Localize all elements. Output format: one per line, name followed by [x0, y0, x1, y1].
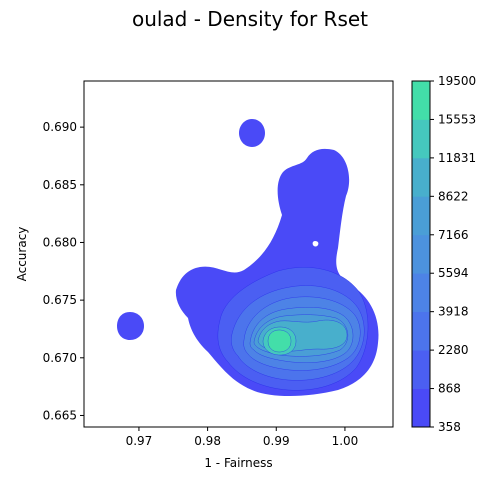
y-tick-label: 0.680 — [43, 235, 77, 249]
colorbar-tick-label: 3918 — [438, 305, 469, 319]
y-tick-label: 0.675 — [43, 293, 77, 307]
y-axis-label: Accuracy — [15, 227, 29, 282]
colorbar-tick-label: 5594 — [438, 266, 469, 280]
colorbar-segment — [412, 234, 430, 274]
x-tick-label: 0.98 — [194, 434, 221, 448]
density-contours — [117, 119, 379, 396]
colorbar-segment — [412, 388, 430, 428]
x-axis: 0.97 0.98 0.99 1.00 — [126, 427, 359, 448]
density-contour-level — [267, 329, 292, 353]
density-contour-level — [117, 312, 144, 340]
colorbar-tick-label: 19500 — [438, 74, 476, 88]
x-tick-label: 1.00 — [332, 434, 359, 448]
y-tick-label: 0.685 — [43, 178, 77, 192]
colorbar-segment — [412, 311, 430, 351]
colorbar-segment — [412, 350, 430, 389]
colorbar-tick-label: 868 — [438, 382, 461, 396]
y-tick-label: 0.670 — [43, 351, 77, 365]
density-contour-level — [239, 119, 265, 147]
x-tick-label: 0.97 — [126, 434, 153, 448]
x-axis-label: 1 - Fairness — [204, 456, 272, 470]
colorbar-frame — [411, 80, 431, 428]
colorbar-tick-label: 15553 — [438, 112, 476, 126]
y-tick-label: 0.690 — [43, 120, 77, 134]
colorbar: 358 868 2280 3918 5594 7166 8622 11831 15553 1950… — [411, 74, 476, 434]
chart-title: oulad - Density for Rset — [132, 7, 368, 31]
colorbar-segment — [412, 157, 430, 197]
plot-area: 0.97 0.98 0.99 1.00 0.6650.6700.6750.6800.6… — [43, 80, 394, 448]
colorbar-tick-label: 8622 — [438, 189, 469, 203]
colorbar-segment — [412, 273, 430, 313]
x-tick-label: 0.99 — [263, 434, 290, 448]
y-axis: 0.665 0.670 0.675 0.680 0.685 0.690 — [43, 120, 84, 422]
colorbar-segment — [412, 81, 430, 120]
colorbar-segment — [412, 196, 430, 236]
colorbar-tick-label: 11831 — [438, 151, 476, 165]
colorbar-tick-label: 2280 — [438, 343, 469, 357]
y-tick-label: 0.665 — [43, 408, 77, 422]
plot-frame — [83, 80, 394, 428]
colorbar-tick-label: 358 — [438, 420, 461, 434]
density-hole — [312, 241, 319, 247]
colorbar-segment — [412, 119, 430, 159]
colorbar-tick-label: 7166 — [438, 228, 469, 242]
